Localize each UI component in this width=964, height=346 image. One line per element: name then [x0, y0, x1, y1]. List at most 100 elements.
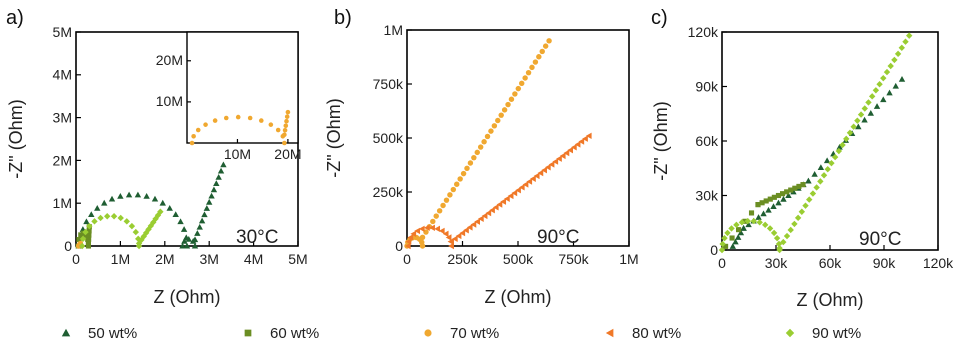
x-tick-label: 120k [923, 255, 954, 271]
point-70-wt [282, 127, 288, 133]
point-90-wt [902, 38, 909, 45]
point-90-wt [733, 221, 740, 229]
point-70-wt [474, 149, 480, 156]
point-80-wt [414, 227, 421, 235]
point-50-wt [770, 203, 777, 209]
point-60-wt [755, 202, 761, 208]
point-90-wt [91, 218, 98, 225]
legend-label: 70 wt% [450, 325, 499, 342]
point-80-wt [585, 132, 592, 140]
point-80-wt [526, 178, 533, 185]
point-60-wt [775, 192, 782, 199]
point-50-wt [215, 173, 222, 180]
point-60-wt [771, 194, 777, 200]
panel-a-ylabel: -Z" (Ohm) [6, 99, 26, 178]
point-70-wt [522, 75, 528, 81]
panel-a-inset-frame [186, 31, 299, 144]
point-50-wt [166, 205, 173, 211]
point-60-wt [796, 183, 802, 189]
point-70-wt [285, 109, 291, 115]
x-tick-label: 3M [199, 251, 218, 267]
point-70-wt [488, 128, 494, 134]
point-50-wt [760, 210, 767, 217]
point-70-wt [477, 144, 484, 150]
point-70-wt [430, 218, 436, 225]
point-50-wt [765, 206, 772, 213]
legend-item: 80 wt% [605, 325, 681, 342]
point-50-wt [194, 230, 201, 236]
point-70-wt [532, 59, 539, 65]
panel-b-label: b) [334, 7, 352, 29]
legend-marker [424, 329, 432, 337]
point-70-wt [195, 127, 201, 133]
point-90-wt [132, 228, 139, 236]
point-80-wt [423, 224, 430, 231]
point-80-wt [477, 215, 484, 222]
point-70-wt [235, 114, 241, 120]
y-tick-label: 2M [53, 152, 72, 168]
point-60-wt [788, 187, 794, 193]
point-80-wt [405, 238, 412, 245]
point-70-wt [505, 101, 511, 108]
x-tick-label: 10M [224, 146, 251, 162]
point-80-wt [418, 225, 425, 233]
x-tick-label: 750k [558, 251, 589, 267]
point-90-wt [152, 215, 159, 222]
point-90-wt [894, 50, 902, 58]
point-50-wt [143, 193, 150, 199]
point-90-wt [721, 234, 728, 242]
point-50-wt [203, 205, 211, 211]
point-80-wt [530, 175, 536, 182]
point-70-wt [447, 192, 453, 198]
panel-b-frame [406, 29, 630, 247]
point-80-wt [445, 234, 452, 241]
x-tick-label: 1M [619, 251, 638, 267]
y-tick-label: 1M [384, 22, 403, 38]
point-90-wt [794, 214, 802, 222]
point-80-wt [518, 184, 525, 191]
point-70-wt [525, 69, 532, 76]
point-80-wt [537, 169, 544, 177]
point-90-wt [154, 212, 162, 219]
point-90-wt [831, 153, 839, 161]
point-80-wt [567, 146, 573, 154]
panel-c-xlabel: Z (Ohm) [797, 290, 864, 310]
point-50-wt [755, 214, 762, 220]
point-90-wt [79, 242, 86, 250]
point-60-wt [736, 227, 742, 233]
point-70-wt [539, 48, 545, 55]
point-50-wt [836, 143, 843, 150]
panel-c-temperature: 90°C [859, 229, 901, 250]
y-tick-label: 10M [156, 93, 183, 109]
point-50-wt [855, 123, 862, 130]
point-80-wt [578, 138, 585, 145]
point-70-wt [212, 118, 218, 123]
point-70-wt [284, 118, 289, 124]
point-70-wt [443, 197, 450, 203]
point-70-wt [189, 140, 195, 146]
point-50-wt [177, 218, 184, 225]
x-tick-label: 0 [72, 251, 80, 267]
point-50-wt [729, 243, 736, 249]
x-tick-label: 500k [503, 251, 534, 267]
point-50-wt [172, 211, 179, 218]
point-90-wt [791, 220, 798, 228]
x-tick-label: 250k [447, 251, 478, 267]
point-90-wt [880, 74, 887, 82]
panel-b-temperature: 90°C [537, 227, 579, 248]
y-tick-label: 90k [695, 78, 719, 94]
point-90-wt [872, 87, 880, 94]
point-90-wt [97, 214, 104, 222]
point-80-wt [492, 204, 499, 211]
point-70-wt [546, 38, 552, 44]
legend-item: 50 wt% [61, 325, 137, 342]
y-tick-label: 60k [695, 133, 719, 149]
point-70-wt [464, 165, 470, 172]
point-90-wt [817, 178, 824, 185]
point-50-wt [805, 177, 812, 184]
point-80-wt [500, 198, 507, 205]
point-80-wt [559, 152, 566, 160]
point-90-wt [850, 123, 857, 130]
panel-a-label: a) [6, 7, 24, 29]
legend-label: 50 wt% [88, 325, 137, 342]
